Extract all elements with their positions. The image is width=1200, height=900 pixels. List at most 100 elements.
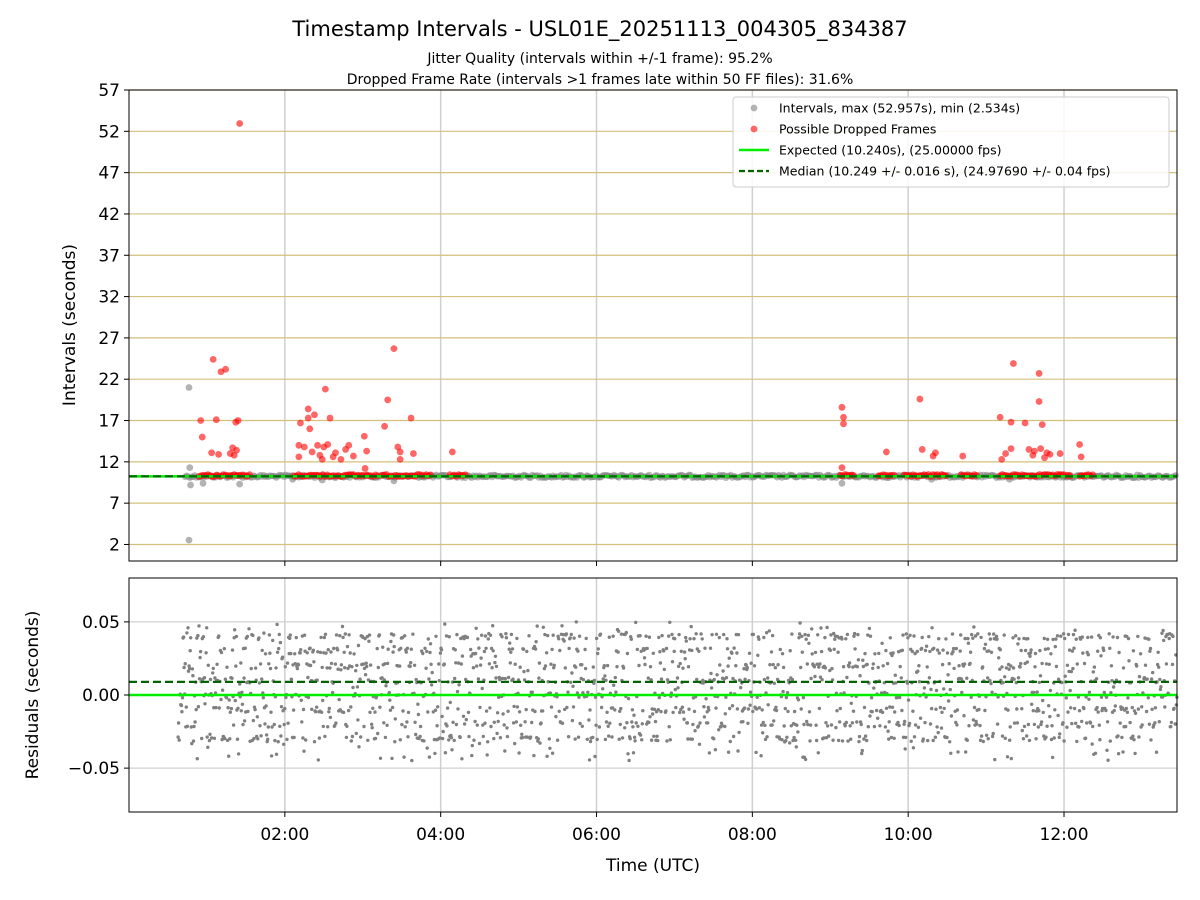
residual-point bbox=[1112, 708, 1116, 713]
residual-point bbox=[264, 733, 269, 737]
residual-point bbox=[305, 651, 309, 655]
interval-point bbox=[187, 481, 194, 489]
residual-point bbox=[586, 690, 590, 694]
residual-point bbox=[1128, 720, 1132, 725]
residual-point bbox=[211, 666, 215, 671]
residual-point bbox=[476, 677, 481, 681]
residual-point bbox=[1028, 651, 1033, 655]
residual-point bbox=[652, 707, 657, 711]
residual-point bbox=[456, 707, 460, 711]
residual-point bbox=[1135, 664, 1139, 668]
residual-point bbox=[428, 650, 432, 655]
residual-point bbox=[503, 676, 507, 681]
residual-point bbox=[629, 637, 633, 641]
residual-point bbox=[480, 633, 484, 637]
residual-point bbox=[261, 696, 265, 700]
residual-point bbox=[300, 720, 304, 724]
residual-point bbox=[813, 650, 818, 655]
legend-marker bbox=[750, 125, 758, 133]
residual-point bbox=[810, 652, 814, 656]
residual-point bbox=[267, 662, 271, 666]
residual-point bbox=[1160, 631, 1164, 635]
residual-point bbox=[832, 647, 836, 651]
residual-point bbox=[987, 632, 991, 636]
residual-point bbox=[763, 723, 767, 728]
residual-point bbox=[790, 632, 794, 636]
residual-point bbox=[205, 735, 209, 739]
residual-point bbox=[709, 686, 714, 690]
residual-point bbox=[827, 734, 831, 738]
residual-point bbox=[877, 651, 881, 656]
residual-point bbox=[339, 663, 344, 667]
residual-point bbox=[473, 719, 477, 724]
residual-point bbox=[334, 633, 339, 637]
residual-point bbox=[730, 651, 734, 655]
residual-point bbox=[363, 636, 367, 641]
dropped-frame-point bbox=[390, 345, 398, 353]
residual-point bbox=[322, 635, 327, 640]
residual-point bbox=[796, 730, 800, 734]
residual-point bbox=[366, 738, 370, 742]
residual-point bbox=[421, 651, 425, 656]
residual-point bbox=[825, 724, 830, 728]
residual-point bbox=[490, 666, 494, 670]
residual-point bbox=[613, 708, 617, 712]
residual-point bbox=[1145, 677, 1149, 681]
residual-point bbox=[803, 632, 807, 637]
residual-point bbox=[904, 632, 908, 636]
residual-point bbox=[249, 666, 253, 671]
residual-point bbox=[201, 635, 206, 639]
residual-point bbox=[612, 683, 616, 687]
residual-point bbox=[1071, 666, 1075, 671]
residual-point bbox=[944, 637, 948, 641]
residual-point bbox=[1171, 634, 1175, 639]
residual-point bbox=[909, 739, 913, 743]
residual-point bbox=[235, 737, 240, 741]
residual-point bbox=[496, 719, 500, 724]
residual-point bbox=[233, 628, 237, 632]
residual-point bbox=[427, 677, 431, 681]
residual-point bbox=[392, 633, 396, 637]
residual-point bbox=[378, 705, 382, 709]
residual-point bbox=[908, 633, 912, 637]
residual-point bbox=[329, 650, 333, 654]
residual-point bbox=[1092, 665, 1097, 669]
residual-point bbox=[544, 651, 549, 655]
residual-point bbox=[604, 720, 609, 724]
residual-point bbox=[492, 736, 496, 741]
residual-point bbox=[1009, 756, 1013, 761]
residual-point bbox=[488, 706, 492, 710]
residual-point bbox=[1054, 664, 1059, 669]
residual-point bbox=[800, 634, 804, 638]
residual-point bbox=[266, 737, 270, 741]
residual-point bbox=[619, 632, 624, 636]
residual-point bbox=[735, 651, 739, 655]
residual-point bbox=[681, 710, 686, 714]
residual-point bbox=[844, 637, 848, 641]
dropped-frame-point bbox=[1009, 360, 1017, 367]
residual-point bbox=[906, 636, 910, 640]
residual-point bbox=[979, 734, 984, 738]
residual-point bbox=[601, 687, 605, 691]
residual-point bbox=[533, 647, 538, 651]
dropped-frame-point bbox=[1021, 419, 1029, 427]
x-tick-label: 02:00 bbox=[260, 825, 309, 845]
residual-point bbox=[624, 630, 628, 635]
residual-point bbox=[522, 669, 526, 674]
dropped-frame-point bbox=[361, 465, 369, 472]
residual-point bbox=[439, 648, 444, 652]
residual-point bbox=[702, 715, 707, 719]
residual-point bbox=[610, 735, 614, 739]
residual-point bbox=[482, 649, 487, 654]
residual-point bbox=[696, 724, 701, 728]
residual-point bbox=[751, 632, 756, 637]
residual-point bbox=[458, 735, 462, 740]
residual-point bbox=[258, 724, 262, 728]
residual-point bbox=[341, 710, 346, 715]
residual-point bbox=[583, 666, 588, 671]
residual-point bbox=[818, 662, 822, 666]
residual-point bbox=[339, 668, 343, 672]
residual-point bbox=[858, 674, 862, 678]
residual-point bbox=[234, 634, 239, 639]
residual-point bbox=[695, 677, 699, 682]
